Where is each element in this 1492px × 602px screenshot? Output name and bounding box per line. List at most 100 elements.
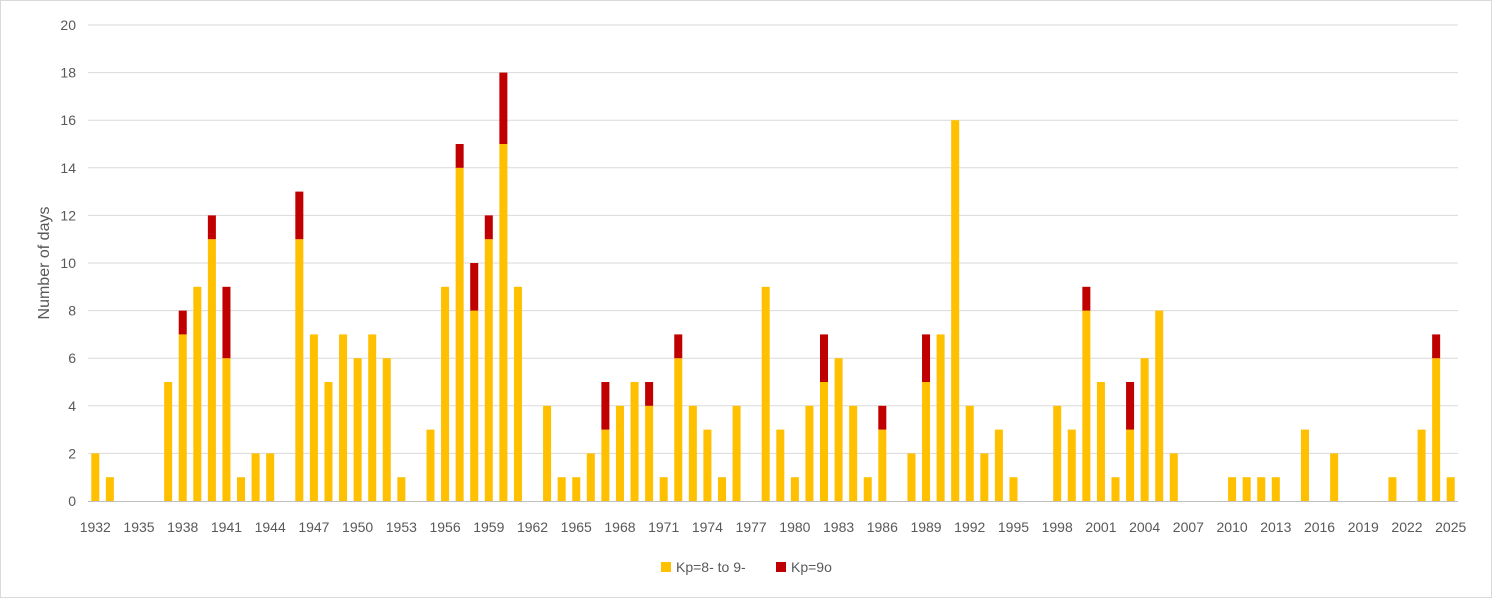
bar-1999-kp8-9 — [1067, 429, 1076, 501]
y-tick-label: 4 — [68, 398, 76, 414]
bar-1995-kp8-9 — [1009, 477, 1018, 501]
bar-1953-kp8-9 — [397, 477, 406, 501]
legend-label-kp9o: Kp=9o — [791, 559, 832, 575]
bar-2011-kp8-9 — [1242, 477, 1251, 501]
bar-1992-kp8-9 — [965, 405, 974, 501]
x-tick-label: 1947 — [298, 519, 329, 535]
bar-1973-kp8-9 — [688, 405, 697, 501]
bar-2002-kp8-9 — [1111, 477, 1120, 501]
y-tick-label: 18 — [60, 65, 76, 81]
bar-1940-kp8-9 — [207, 239, 216, 501]
legend-label-kp8-9: Kp=8- to 9- — [676, 559, 746, 575]
bar-1972-kp9o — [674, 334, 683, 359]
bar-1944-kp8-9 — [266, 453, 275, 501]
bar-1933-kp8-9 — [105, 477, 114, 501]
bar-1958-kp8-9 — [470, 310, 479, 501]
x-tick-label: 2022 — [1391, 519, 1422, 535]
y-axis-title: Number of days — [36, 207, 53, 320]
bar-1993-kp8-9 — [980, 453, 989, 501]
bar-1982-kp8-9 — [820, 382, 829, 501]
x-tick-label: 1953 — [386, 519, 417, 535]
x-tick-label: 2019 — [1348, 519, 1379, 535]
x-tick-label: 1983 — [823, 519, 854, 535]
bar-2003-kp9o — [1126, 382, 1135, 430]
y-tick-label: 14 — [60, 160, 76, 176]
bar-2000-kp9o — [1082, 286, 1091, 311]
bar-1943-kp8-9 — [251, 453, 260, 501]
x-tick-label: 1938 — [167, 519, 198, 535]
y-tick-label: 16 — [60, 112, 76, 128]
bar-1967-kp8-9 — [601, 429, 610, 501]
x-tick-label: 1989 — [910, 519, 941, 535]
bar-1971-kp8-9 — [659, 477, 668, 501]
bar-2003-kp8-9 — [1126, 429, 1135, 501]
x-tick-label: 1944 — [255, 519, 286, 535]
bar-1969-kp8-9 — [630, 382, 639, 501]
bar-1941-kp8-9 — [222, 358, 231, 501]
bar-1986-kp8-9 — [878, 429, 887, 501]
bar-1989-kp8-9 — [922, 382, 931, 501]
bar-2024-kp8-9 — [1432, 358, 1441, 501]
bar-2012-kp8-9 — [1257, 477, 1266, 501]
x-tick-label: 1995 — [998, 519, 1029, 535]
x-tick-label: 1959 — [473, 519, 504, 535]
bars — [91, 72, 1455, 502]
x-axis-ticks: 1932 1935 1938 1941 1944 1947 1950 1953 1956 1959… — [80, 519, 1467, 535]
bar-1967-kp9o — [601, 382, 610, 430]
x-tick-label: 2013 — [1260, 519, 1291, 535]
bar-2006-kp8-9 — [1169, 453, 1178, 501]
bar-1950-kp8-9 — [353, 358, 362, 501]
bar-1955-kp8-9 — [426, 429, 435, 501]
bar-2024-kp9o — [1432, 334, 1441, 359]
bar-2025-kp8-9 — [1446, 477, 1455, 501]
bar-2010-kp8-9 — [1228, 477, 1237, 501]
bar-1960-kp9o — [499, 72, 508, 144]
bar-1946-kp8-9 — [295, 239, 304, 501]
y-tick-label: 6 — [68, 350, 76, 366]
gridlines — [88, 24, 1458, 454]
bar-1978-kp8-9 — [761, 286, 770, 501]
bar-1947-kp8-9 — [309, 334, 318, 501]
y-tick-label: 0 — [68, 493, 76, 509]
x-tick-label: 1992 — [954, 519, 985, 535]
bar-1972-kp8-9 — [674, 358, 683, 501]
bar-1959-kp8-9 — [484, 239, 493, 501]
bar-2001-kp8-9 — [1096, 382, 1105, 501]
bar-1998-kp8-9 — [1053, 405, 1062, 501]
bar-1970-kp8-9 — [645, 405, 654, 501]
x-tick-label: 1935 — [123, 519, 154, 535]
bar-2005-kp8-9 — [1155, 310, 1164, 501]
x-tick-label: 1956 — [429, 519, 460, 535]
bar-1948-kp8-9 — [324, 382, 333, 501]
y-tick-label: 10 — [60, 255, 76, 271]
bar-1957-kp9o — [455, 144, 464, 168]
x-tick-label: 2025 — [1435, 519, 1466, 535]
bar-1981-kp8-9 — [805, 405, 814, 501]
x-tick-label: 2016 — [1304, 519, 1335, 535]
bar-1942-kp8-9 — [237, 477, 246, 501]
bar-1952-kp8-9 — [382, 358, 391, 501]
bar-1938-kp9o — [178, 310, 187, 335]
bar-1984-kp8-9 — [849, 405, 858, 501]
bar-1963-kp8-9 — [543, 405, 552, 501]
bar-2021-kp8-9 — [1388, 477, 1397, 501]
bar-1938-kp8-9 — [178, 334, 187, 501]
bar-1970-kp9o — [645, 382, 654, 406]
bar-1976-kp8-9 — [732, 405, 741, 501]
bar-2017-kp8-9 — [1330, 453, 1339, 501]
bar-1966-kp8-9 — [586, 453, 595, 501]
x-tick-label: 1965 — [561, 519, 592, 535]
x-tick-label: 2001 — [1085, 519, 1116, 535]
bar-1961-kp8-9 — [513, 286, 522, 501]
y-tick-label: 20 — [60, 17, 76, 33]
x-tick-label: 2004 — [1129, 519, 1160, 535]
bar-1982-kp9o — [820, 334, 829, 382]
bar-1959-kp9o — [484, 215, 493, 240]
bar-1985-kp8-9 — [863, 477, 872, 501]
bar-1949-kp8-9 — [339, 334, 348, 501]
bar-1941-kp9o — [222, 286, 231, 359]
x-tick-label: 1974 — [692, 519, 723, 535]
x-tick-label: 1968 — [604, 519, 635, 535]
